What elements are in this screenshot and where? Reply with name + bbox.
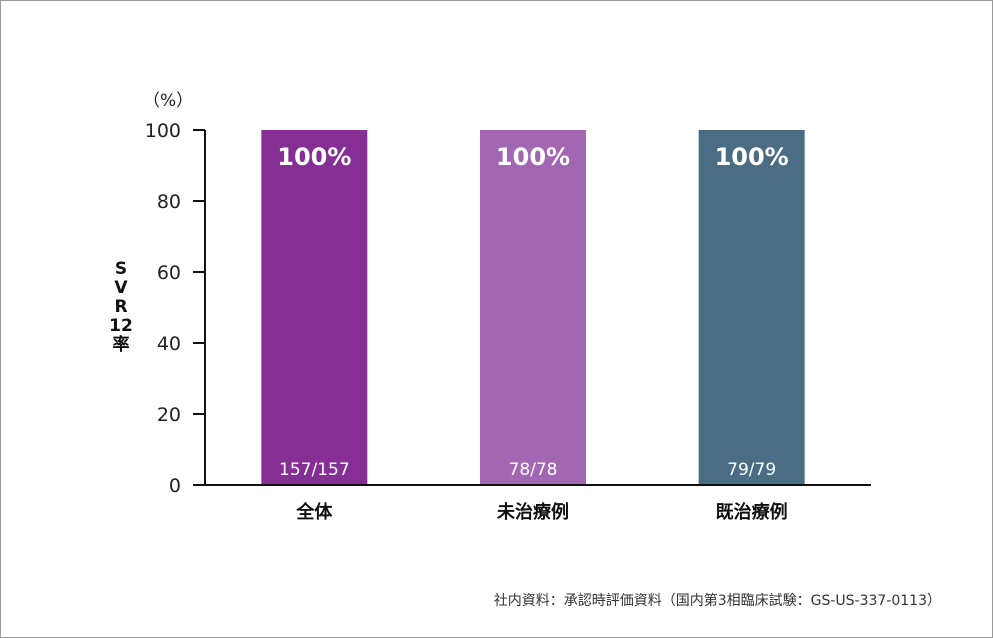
y-axis-label-char: 12 <box>109 316 133 336</box>
bar-n-label: 78/78 <box>509 460 558 480</box>
y-tick-label: 80 <box>157 191 181 213</box>
bar-1 <box>261 130 368 485</box>
bar-3 <box>698 130 805 485</box>
x-category-label: 全体 <box>295 501 333 523</box>
bar-value-label: 100% <box>277 143 351 171</box>
y-axis-label-char: S <box>115 259 127 279</box>
y-axis-label-char: 率 <box>113 334 130 355</box>
bar-n-label: 79/79 <box>727 460 776 480</box>
y-axis-label-char: V <box>114 278 128 298</box>
y-tick-label: 20 <box>157 404 181 426</box>
bar-2 <box>480 130 586 485</box>
y-tick-label: 40 <box>157 333 181 355</box>
bar-n-label: 157/157 <box>279 460 350 480</box>
y-tick-label: 100 <box>145 120 181 142</box>
bar-value-label: 100% <box>715 143 789 171</box>
y-axis-label-char: R <box>114 297 127 317</box>
source-note: 社内資料：承認時評価資料（国内第3相臨床試験：GS-US-337-0113） <box>493 593 941 609</box>
x-category-label: 未治療例 <box>497 501 569 523</box>
x-category-label: 既治療例 <box>716 501 788 523</box>
y-unit-label: （%） <box>143 91 193 111</box>
y-tick-label: 60 <box>157 262 181 284</box>
y-tick-label: 0 <box>169 475 181 497</box>
bar-value-label: 100% <box>496 143 570 171</box>
